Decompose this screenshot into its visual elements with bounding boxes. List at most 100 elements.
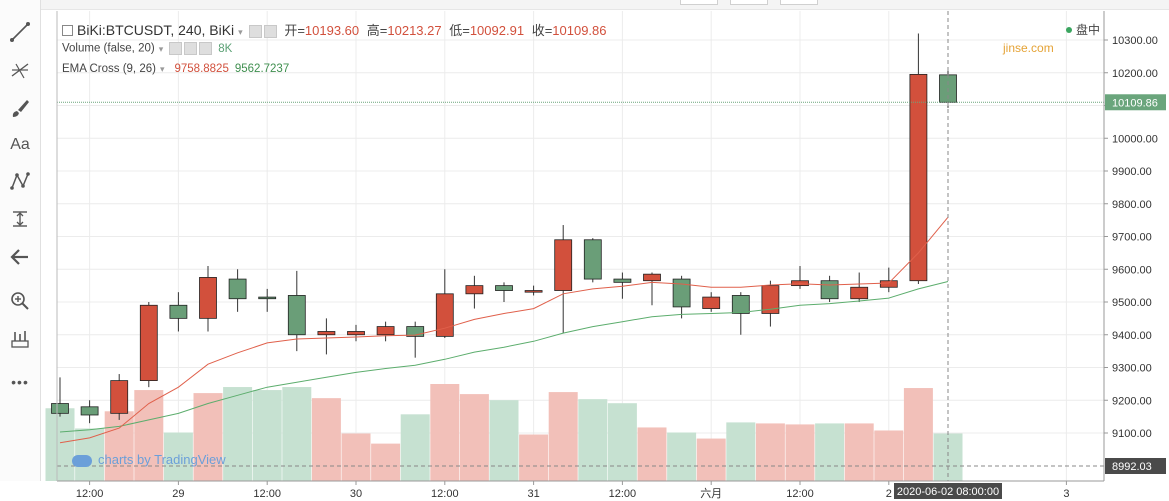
- measure-icon[interactable]: [6, 205, 34, 233]
- eye-icon[interactable]: [248, 25, 262, 39]
- high-label: 高=: [366, 23, 388, 38]
- volume-bar: [607, 403, 637, 481]
- high-value: 10213.27: [387, 23, 442, 38]
- fib-icon[interactable]: [6, 56, 34, 84]
- volume-bar: [667, 432, 697, 481]
- crosshair-time-label: 2020-06-02 08:00:00: [897, 486, 999, 498]
- volume-study-name[interactable]: Volume (false, 20): [62, 42, 155, 55]
- text-tool-label: Aa: [10, 136, 30, 153]
- more-label: •••: [11, 374, 29, 390]
- volume-bar: [341, 433, 371, 481]
- candle-body: [258, 296, 277, 300]
- low-value: 10092.91: [469, 23, 525, 38]
- price-tick-label: 9100.00: [1112, 428, 1152, 440]
- candle-body: [110, 380, 129, 414]
- more-icon[interactable]: •••: [6, 368, 34, 396]
- chevron-down-icon[interactable]: ▾: [238, 27, 243, 37]
- candle-body: [643, 273, 661, 282]
- time-tick-label: 3: [1063, 488, 1069, 500]
- time-tick-label: 12:00: [609, 488, 637, 500]
- chevron-down-icon[interactable]: ▾: [158, 43, 164, 54]
- ema-lines: [59, 216, 949, 444]
- candle-body: [850, 286, 869, 300]
- crosshair-time-badge: [894, 483, 1002, 499]
- eye-icon[interactable]: [169, 42, 183, 55]
- time-tick-label: 30: [350, 488, 362, 500]
- candle-body: [406, 326, 425, 337]
- tradingview-attribution[interactable]: charts by TradingView: [72, 452, 226, 467]
- top-tab[interactable]: [780, 0, 818, 5]
- ema-study-name[interactable]: EMA Cross (9, 26): [62, 63, 156, 75]
- volume-bar: [874, 430, 904, 481]
- tradingview-logo-icon: [72, 454, 92, 467]
- candle-body: [435, 293, 454, 337]
- legend-main: BiKi:BTCUSDT, 240, BiKi ▾ 开=10193.60 高=10…: [62, 20, 607, 39]
- ema-slow-line: [59, 281, 949, 433]
- volume-bar: [252, 390, 282, 481]
- volume-bar: [696, 438, 726, 481]
- candle-body: [761, 285, 780, 314]
- top-strip: [40, 0, 1169, 10]
- status-label: 盘中: [1076, 23, 1101, 37]
- collapse-icon[interactable]: [62, 25, 73, 37]
- candle-body: [672, 278, 691, 308]
- price-tick-label: 9900.00: [1112, 166, 1152, 178]
- volume-bar: [193, 393, 223, 481]
- last-price-badge: [1105, 94, 1166, 111]
- candle-body: [139, 304, 158, 381]
- gear-icon[interactable]: [184, 42, 198, 55]
- candle-body: [820, 280, 839, 300]
- time-tick-label: 12:00: [431, 488, 459, 500]
- top-tab[interactable]: [680, 0, 718, 5]
- ema-fast-line: [59, 216, 949, 444]
- volume-bar: [903, 388, 933, 481]
- price-tick-label: 10200.00: [1112, 68, 1158, 80]
- volume-bar: [844, 423, 874, 481]
- time-tick-label: 31: [527, 488, 539, 500]
- volume-bar: [548, 392, 578, 481]
- trendline-icon[interactable]: [6, 18, 34, 46]
- gear-icon[interactable]: [263, 25, 277, 39]
- price-tick-label: 9500.00: [1112, 297, 1152, 309]
- text-icon[interactable]: Aa: [6, 131, 34, 159]
- price-tick-label: 9800.00: [1112, 199, 1152, 211]
- volume-bar: [815, 423, 845, 481]
- volume-value: 8K: [218, 42, 233, 55]
- price-tick-label: 9600.00: [1112, 264, 1152, 276]
- open-label: 开=: [284, 23, 305, 38]
- open-value: 10193.60: [304, 23, 360, 38]
- symbol-name[interactable]: BiKi:BTCUSDT, 240, BiKi: [77, 22, 235, 38]
- volume-bar: [459, 394, 489, 481]
- crosshair-price-label: 8992.03: [1112, 461, 1152, 473]
- back-arrow-icon[interactable]: [6, 243, 34, 271]
- candle-body: [169, 304, 188, 319]
- settings-ruler-icon[interactable]: [6, 325, 34, 353]
- candle-body: [199, 277, 217, 319]
- candle-body: [702, 296, 721, 309]
- candle-body: [51, 403, 69, 414]
- brush-icon[interactable]: [6, 94, 34, 122]
- volume-bar: [371, 443, 401, 481]
- close-icon[interactable]: [199, 42, 213, 55]
- volume-bar: [755, 423, 785, 481]
- volume-bar: [282, 387, 312, 481]
- attribution-text: charts by TradingView: [98, 452, 226, 467]
- close-label: 收=: [531, 23, 553, 38]
- close-value: 10109.86: [552, 23, 607, 38]
- top-tab[interactable]: [730, 0, 768, 5]
- time-tick-label: 2: [886, 488, 892, 500]
- volume-bar: [311, 398, 341, 481]
- pattern-icon[interactable]: [6, 167, 34, 195]
- candle-body: [287, 295, 306, 336]
- chevron-down-icon[interactable]: ▾: [159, 64, 165, 74]
- volume-bar: [223, 387, 253, 481]
- zoom-icon[interactable]: [6, 287, 34, 315]
- price-tick-label: 10300.00: [1112, 35, 1158, 47]
- time-tick-label: 12:00: [253, 488, 281, 500]
- price-tick-label: 9200.00: [1112, 395, 1152, 407]
- volume-bar: [400, 414, 430, 481]
- time-tick-label: 12:00: [76, 488, 104, 500]
- price-tick-label: 9700.00: [1112, 232, 1152, 244]
- price-tick-label: 9300.00: [1112, 363, 1152, 375]
